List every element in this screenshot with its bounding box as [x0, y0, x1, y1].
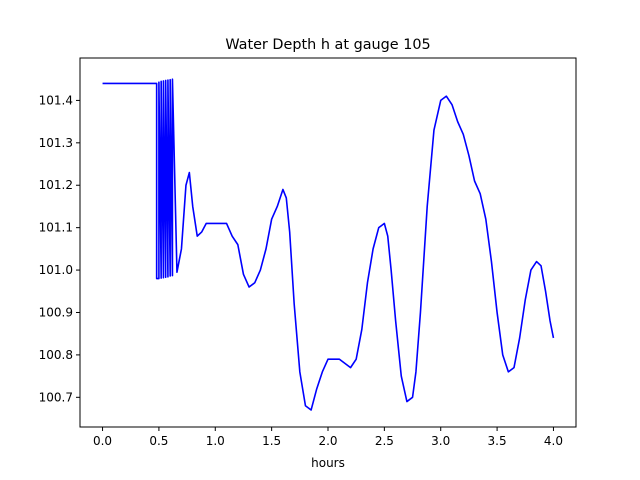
x-tick-label: 1.0: [206, 434, 225, 448]
x-tick-label: 0.0: [93, 434, 112, 448]
x-tick-label: 1.5: [262, 434, 281, 448]
x-tick-label: 3.5: [488, 434, 507, 448]
y-tick-label: 100.7: [39, 390, 73, 404]
x-tick-label: 0.5: [149, 434, 168, 448]
x-tick-label: 4.0: [544, 434, 563, 448]
x-tick-label: 3.0: [431, 434, 450, 448]
chart-title: Water Depth h at gauge 105: [225, 37, 430, 53]
plot-area: [102, 78, 555, 411]
y-tick-label: 101.0: [39, 263, 73, 277]
y-tick-label: 100.8: [39, 348, 73, 362]
y-tick-label: 101.2: [39, 178, 73, 192]
y-tick-label: 100.9: [39, 305, 73, 319]
x-tick-label: 2.0: [318, 434, 337, 448]
y-tick-label: 101.4: [39, 93, 73, 107]
y-tick-label: 101.1: [39, 221, 73, 235]
series-line-0: [102, 78, 555, 411]
y-tick-label: 101.3: [39, 136, 73, 150]
axes-frame: [79, 57, 577, 428]
x-tick-label: 2.5: [375, 434, 394, 448]
axis-ticks: 0.0 0.5 1.0 1.5 2.0 2.5 3.0 3.5 4.0 100.7 100.8 100…: [39, 93, 563, 448]
x-axis-label: hours: [311, 456, 345, 470]
